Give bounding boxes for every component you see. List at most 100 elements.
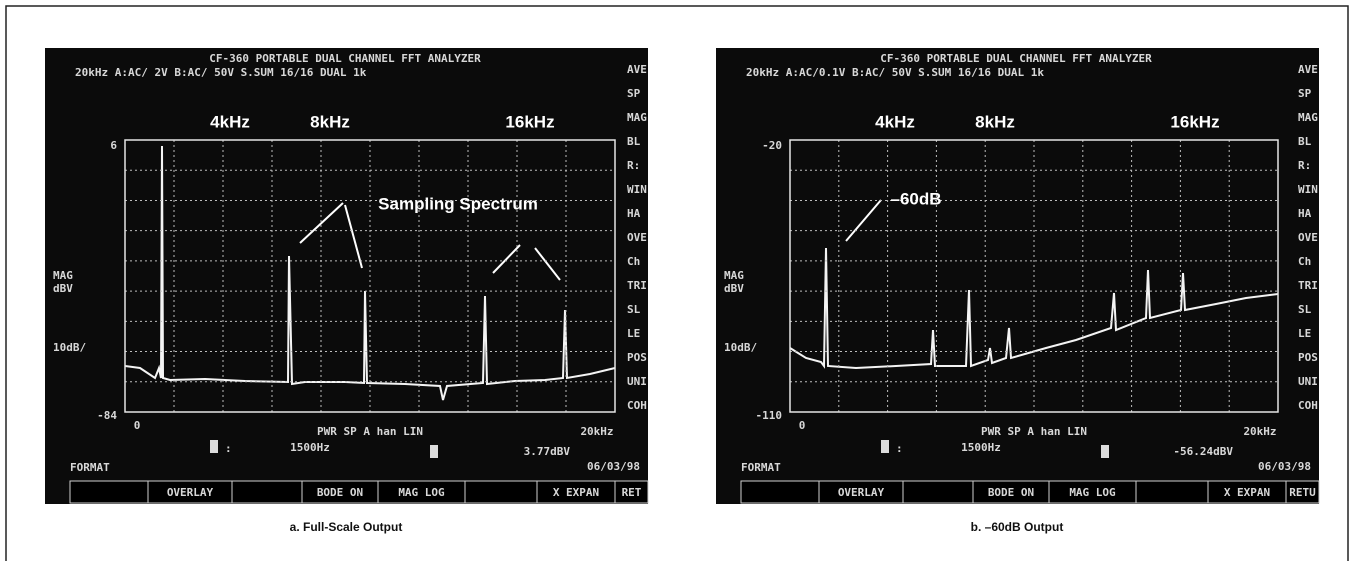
cursor-frequency: 1500Hz [961,441,1001,454]
freq-label: 8kHz [975,112,1015,131]
arrow [344,204,363,269]
softkey [1285,480,1320,504]
arrow [845,199,882,242]
y-bottom-label: -110 [756,409,783,422]
arrow [534,247,561,281]
side-label: UNI [627,375,647,388]
panel-b: CF-360 PORTABLE DUAL CHANNEL FFT ANALYZE… [716,48,1320,504]
cursor-value: -56.24dBV [1173,445,1233,458]
x-start-label: 0 [134,419,141,432]
mode-label: PWR SP A han LIN [317,425,423,438]
side-label: R: [627,159,640,172]
softkey [464,480,538,504]
freq-label: 16kHz [505,112,554,131]
freq-label: 16kHz [1170,112,1219,131]
plot-frame [124,139,616,413]
side-label: MAG [627,111,647,124]
softkey-label: RETU [1289,486,1316,499]
side-label: TRI [627,279,647,292]
softkey-label: MAG LOG [1069,486,1116,499]
side-label: SL [627,303,641,316]
freq-label: 4kHz [210,112,250,131]
side-label: SP [627,87,641,100]
date-label: 06/03/98 [587,460,640,473]
softkey [69,480,149,504]
side-label: R: [1298,159,1311,172]
header-line: CF-360 PORTABLE DUAL CHANNEL FFT ANALYZE… [880,52,1152,65]
y-top-label: -20 [762,139,782,152]
side-label: Ch [1298,255,1311,268]
softkey [231,480,303,504]
plot-frame [789,139,1279,413]
side-label: BL [627,135,641,148]
softkey [614,480,649,504]
mode-label: PWR SP A han LIN [981,425,1087,438]
side-label: POS [1298,351,1318,364]
side-label: OVE [1298,231,1318,244]
cursor-icon [430,445,438,458]
softkey-label: RET [622,486,642,499]
annotation: –60dB [890,189,941,208]
softkey [740,480,820,504]
softkey-label: MAG LOG [398,486,445,499]
side-label: WIN [627,183,647,196]
softkey-label: X EXPAN [1224,486,1270,499]
y-axis-label: MAG [724,269,744,282]
y-bottom-label: -84 [97,409,117,422]
y-axis-label: dBV [53,282,73,295]
y-axis-label: MAG [53,269,73,282]
side-label: AVE [627,63,647,76]
side-label: COH [627,399,647,412]
softkey [1135,480,1209,504]
side-label: SL [1298,303,1312,316]
scale-label: 10dB/ [53,341,86,354]
date-label: 06/03/98 [1258,460,1311,473]
side-label: BL [1298,135,1312,148]
side-label: AVE [1298,63,1318,76]
y-top-label: 6 [110,139,117,152]
format-label: FORMAT [70,461,110,474]
softkey-label: OVERLAY [167,486,214,499]
freq-label: 4kHz [875,112,915,131]
side-label: SP [1298,87,1312,100]
side-label: Ch [627,255,640,268]
header-line: 20kHz A:AC/0.1V B:AC/ 50V S.SUM 16/16 DU… [746,66,1044,79]
y-axis-label: dBV [724,282,744,295]
spectrum-trace [124,145,616,401]
arrow [299,202,344,244]
side-label: POS [627,351,647,364]
figure-border [5,5,1349,561]
header-line: CF-360 PORTABLE DUAL CHANNEL FFT ANALYZE… [209,52,481,65]
side-label: LE [627,327,640,340]
panel-a: CF-360 PORTABLE DUAL CHANNEL FFT ANALYZE… [45,48,649,504]
side-label: MAG [1298,111,1318,124]
side-label: LE [1298,327,1311,340]
spectrum-trace [789,247,1279,370]
screen [45,48,648,504]
side-label: HA [1298,207,1312,220]
cursor-icon [1101,445,1109,458]
side-label: HA [627,207,641,220]
side-label: TRI [1298,279,1318,292]
arrow [492,244,521,274]
side-label: COH [1298,399,1318,412]
cursor-icon [881,440,889,453]
softkey-label: BODE ON [988,486,1034,499]
softkey-label: BODE ON [317,486,363,499]
colon: : [225,442,232,455]
side-label: WIN [1298,183,1318,196]
x-end-label: 20kHz [1243,425,1276,438]
colon: : [896,442,903,455]
scale-label: 10dB/ [724,341,757,354]
softkey-label: OVERLAY [838,486,885,499]
side-label: UNI [1298,375,1318,388]
caption: b. –60dB Output [971,520,1064,534]
freq-label: 8kHz [310,112,350,131]
x-end-label: 20kHz [580,425,613,438]
caption: a. Full-Scale Output [290,520,403,534]
screen [716,48,1319,504]
cursor-frequency: 1500Hz [290,441,330,454]
side-label: OVE [627,231,647,244]
